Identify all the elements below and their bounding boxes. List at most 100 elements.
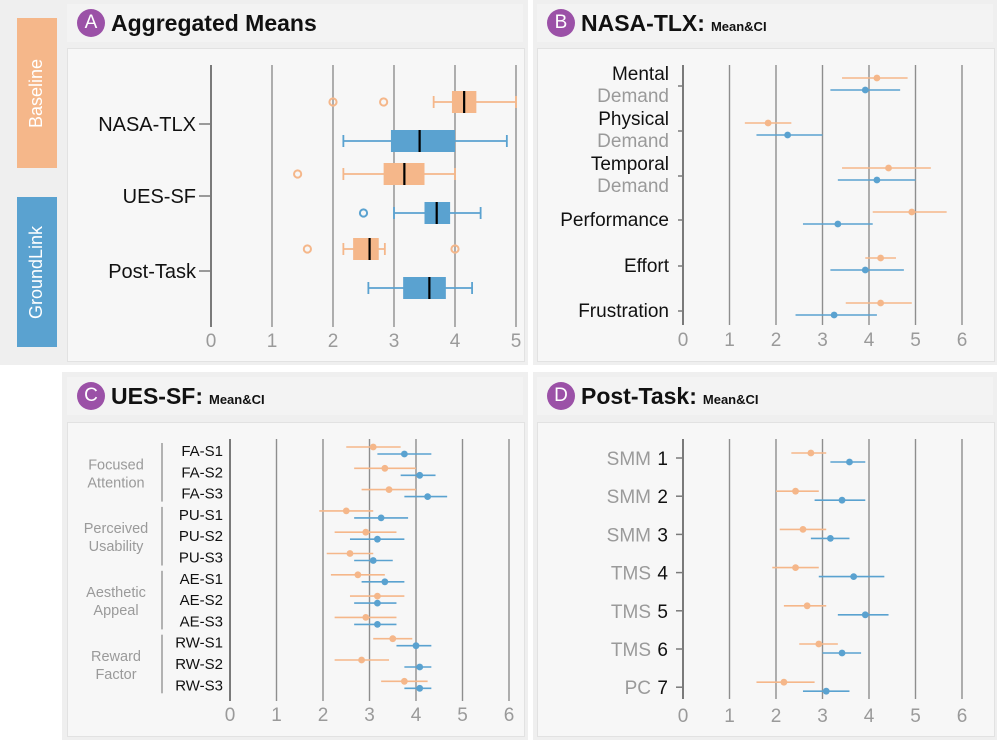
d-row-prefix: TMS xyxy=(611,602,651,623)
c-row-label: FA-S2 xyxy=(181,464,223,481)
b-mean-point xyxy=(830,311,838,319)
c-mean-point xyxy=(416,684,424,692)
a-outlier xyxy=(302,244,312,254)
b-row-label-sub: Demand xyxy=(597,86,669,107)
a-box xyxy=(403,277,446,299)
panel-a-badge: A xyxy=(77,9,105,37)
c-group-label-sub: Appeal xyxy=(93,603,138,619)
d-mean-point xyxy=(792,564,799,571)
panel-c-badge: C xyxy=(77,382,105,410)
b-mean-point xyxy=(764,119,772,127)
panel-c-title: UES-SF: xyxy=(111,382,203,409)
legend-groundlink: GroundLink xyxy=(17,197,57,347)
b-tick-label: 5 xyxy=(910,330,921,351)
a-outlier xyxy=(379,97,389,107)
c-tick-label: 5 xyxy=(457,705,468,726)
panel-b-title: NASA-TLX: xyxy=(581,9,705,36)
b-row-label: Mental xyxy=(612,64,669,85)
d-row-number: 6 xyxy=(657,640,668,661)
c-mean-point xyxy=(416,471,424,479)
d-row-prefix: SMM xyxy=(607,487,651,508)
c-mean-point xyxy=(377,514,385,522)
b-tick-label: 6 xyxy=(957,330,968,351)
a-tick-label: 1 xyxy=(267,331,278,352)
c-tick-label: 4 xyxy=(411,705,422,726)
b-mean-point xyxy=(861,86,869,94)
a-box xyxy=(353,238,379,260)
a-outlier xyxy=(450,244,460,254)
a-tick-label: 0 xyxy=(206,331,217,352)
d-row-number: 7 xyxy=(657,678,668,699)
c-group-label-sub: Attention xyxy=(87,475,144,491)
panel-b-plot: 0 1 2 3 4 5 6 Mental Demand Physical Demand Tempora… xyxy=(537,48,995,362)
c-mean-point xyxy=(416,663,424,671)
legend-baseline-label: Baseline xyxy=(26,58,47,128)
d-tick-label: 5 xyxy=(910,706,921,727)
b-mean-point xyxy=(908,208,916,216)
d-row-prefix: TMS xyxy=(611,640,651,661)
c-mean-point xyxy=(424,493,432,500)
b-row-label-sub: Demand xyxy=(597,176,669,197)
c-tick-label: 6 xyxy=(504,705,515,726)
d-tick-label: 6 xyxy=(957,706,968,727)
d-row-number: 1 xyxy=(657,449,668,470)
d-row-prefix: TMS xyxy=(611,564,651,585)
chart-c: 0 1 2 3 4 5 6 Focused Attention FA-S1 FA-S2 FA-S3 Pe… xyxy=(84,439,515,726)
d-tick-label: 1 xyxy=(724,706,735,727)
c-row-label: RW-S1 xyxy=(175,635,223,652)
legend-groundlink-label: GroundLink xyxy=(26,225,47,319)
b-mean-point xyxy=(784,131,792,139)
b-mean-point xyxy=(873,74,881,82)
legend-baseline: Baseline xyxy=(17,18,57,168)
c-mean-point xyxy=(389,635,397,643)
d-tick-label: 0 xyxy=(678,706,689,727)
a-box xyxy=(390,130,455,152)
panel-b-badge: B xyxy=(547,9,575,37)
b-row-label-sub: Demand xyxy=(597,131,669,152)
b-tick-label: 1 xyxy=(724,330,735,351)
d-mean-point xyxy=(792,487,799,495)
panel-d-plot: 0 1 2 3 4 5 6 1 SMM 2 SMM 3 SMM 4 TMS 5 TMS 6 TMS 7 PC xyxy=(537,422,995,737)
d-mean-point xyxy=(807,449,815,457)
a-group-label: NASA-TLX xyxy=(98,114,196,136)
c-row-label: RW-S2 xyxy=(175,656,223,673)
c-group-label: Perceived xyxy=(84,521,148,537)
a-group-label: Post-Task xyxy=(108,261,197,283)
c-tick-label: 2 xyxy=(318,705,329,726)
c-mean-point xyxy=(354,571,362,579)
c-mean-point xyxy=(358,656,365,664)
panel-c-plot: 0 1 2 3 4 5 6 Focused Attention FA-S1 FA-S2 FA-S3 Pe… xyxy=(67,422,525,737)
a-tick-label: 4 xyxy=(450,331,461,352)
d-row-number: 5 xyxy=(657,602,668,623)
c-group-label: Focused xyxy=(88,457,144,473)
b-tick-label: 0 xyxy=(678,330,689,351)
a-outlier xyxy=(293,169,303,179)
panel-d-header: D Post-Task: Mean&CI xyxy=(537,377,993,415)
c-group-label-sub: Usability xyxy=(89,539,145,555)
c-tick-label: 0 xyxy=(225,705,236,726)
d-mean-point xyxy=(838,496,846,504)
d-row-prefix: SMM xyxy=(607,525,651,546)
d-tick-label: 2 xyxy=(771,706,782,727)
c-row-label: AE-S1 xyxy=(180,571,223,588)
a-tick-label: 2 xyxy=(328,331,339,352)
c-mean-point xyxy=(412,642,420,650)
d-mean-point xyxy=(799,526,807,533)
c-mean-point xyxy=(381,464,389,472)
d-row-number: 2 xyxy=(657,487,668,508)
b-tick-label: 4 xyxy=(864,330,875,351)
panel-d-subtitle: Mean&CI xyxy=(702,391,759,407)
c-mean-point xyxy=(374,535,381,543)
c-mean-point xyxy=(369,557,377,564)
d-mean-point xyxy=(838,649,846,657)
a-tick-label: 3 xyxy=(389,331,400,352)
chart-a: 0 1 2 3 4 5 NASA-TLX UES-SF Post-Task xyxy=(98,65,522,352)
d-row-number: 4 xyxy=(657,564,668,585)
c-row-label: PU-S2 xyxy=(179,528,223,545)
b-mean-point xyxy=(877,299,885,307)
b-mean-point xyxy=(834,220,842,228)
a-tick-label: 5 xyxy=(511,331,522,352)
c-mean-point xyxy=(362,614,370,621)
a-group-label: UES-SF xyxy=(123,186,196,208)
c-tick-label: 3 xyxy=(364,705,375,726)
